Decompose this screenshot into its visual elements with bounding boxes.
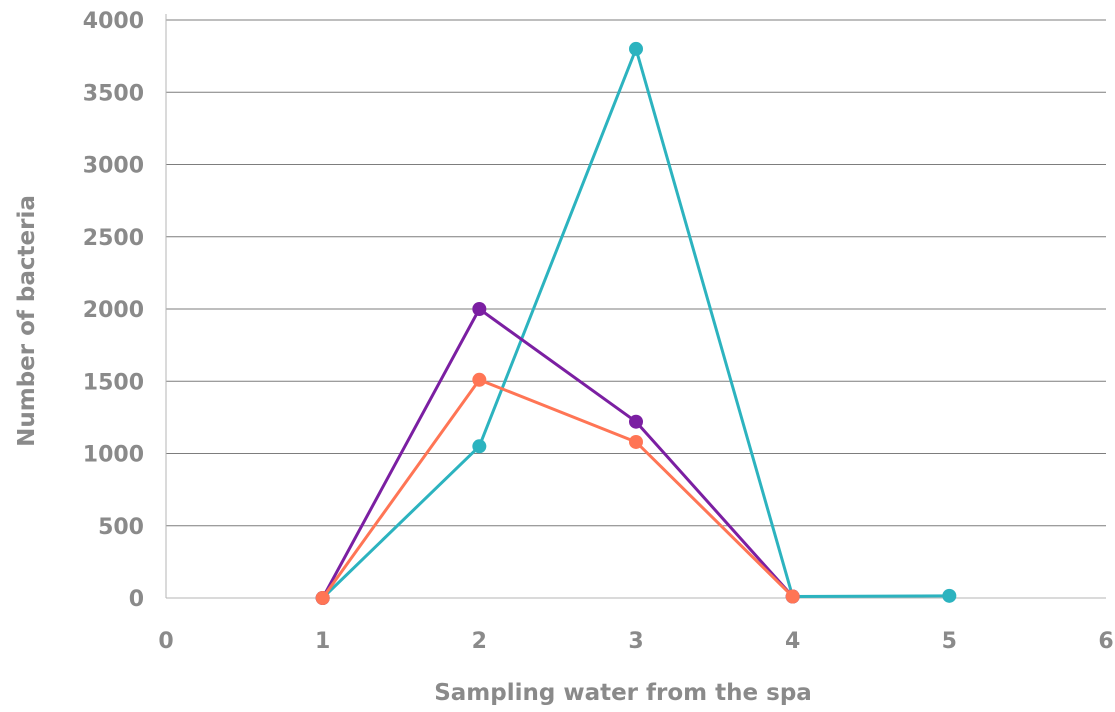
data-point [472,439,487,454]
data-point [629,414,643,429]
data-point [472,302,487,316]
data-point [785,589,800,604]
y-tick-label: 1500 [83,370,144,395]
y-tick-label: 4000 [83,9,144,34]
y-tick-label: 3500 [83,81,144,106]
y-tick-label: 3000 [83,154,144,179]
series-line [321,47,951,600]
x-tick-label: 3 [628,629,643,654]
series-line [321,378,795,600]
grid-lines [166,19,1106,527]
data-series [315,41,957,605]
x-tick-label: 2 [472,629,487,654]
x-tick-label: 6 [1098,629,1113,654]
x-tick-label: 5 [942,629,957,654]
data-point [472,372,487,387]
y-tick-label: 1000 [83,443,144,468]
data-point [629,41,643,56]
x-tick-label: 4 [785,629,800,654]
data-point [315,591,330,605]
y-tick-label: 500 [98,515,144,540]
data-point [629,434,643,449]
x-tick-label: 1 [315,629,330,654]
x-tick-label: 0 [158,629,173,654]
y-axis-title: Number of bacteria [14,195,40,447]
series-0 [315,41,957,605]
data-point [942,588,957,603]
series-line [321,307,795,600]
series-2 [315,372,800,605]
y-tick-label: 0 [129,587,144,612]
y-tick-label: 2000 [83,298,144,323]
y-tick-label: 2500 [83,226,144,251]
tick-labels: 0 500 1000 1500 2000 2500 3000 3500 4000 0 1 2 3 4 5 6 [83,9,1114,654]
x-axis-title: Sampling water from the spa [434,680,812,706]
axes [165,14,1106,599]
